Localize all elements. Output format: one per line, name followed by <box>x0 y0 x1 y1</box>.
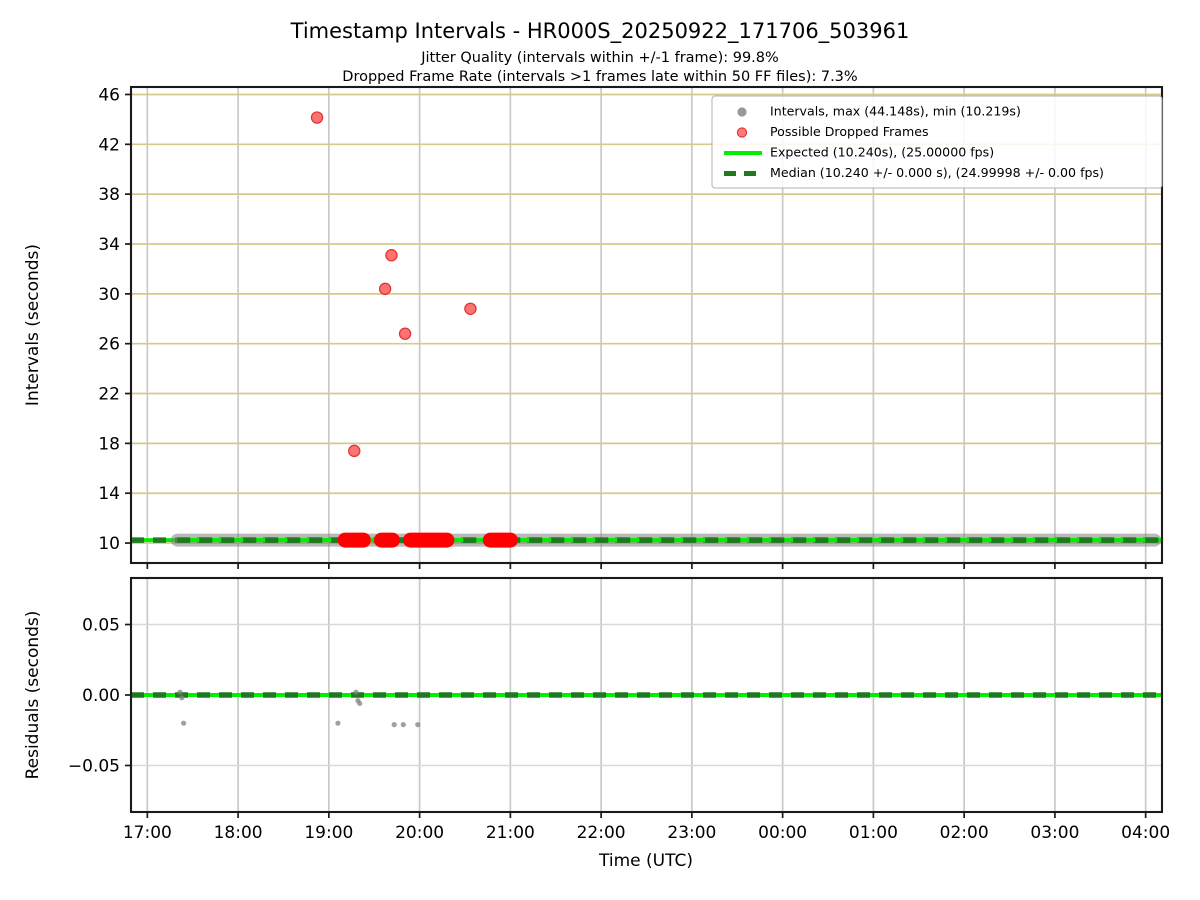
x-tick-label-00:00: 00:00 <box>758 823 807 843</box>
x-tick-label-19:00: 19:00 <box>304 823 353 843</box>
residual-point <box>181 720 187 726</box>
legend-intervals[interactable]: Intervals, max (44.148s), min (10.219s) <box>737 104 1021 119</box>
x-tick-label-03:00: 03:00 <box>1030 823 1079 843</box>
plot-legend[interactable]: Intervals, max (44.148s), min (10.219s) P… <box>711 95 1163 189</box>
residual-point <box>400 722 406 728</box>
legend-dropped-frames[interactable]: Possible Dropped Frames <box>736 124 929 139</box>
dropped-frame-point <box>310 111 324 124</box>
legend-median[interactable]: Median (10.240 +/- 0.000 s), (24.99998 +… <box>724 165 1104 180</box>
residual-point <box>391 722 397 728</box>
residual-point <box>177 689 183 695</box>
x-tick-label-04:00: 04:00 <box>1121 823 1170 843</box>
x-tick-label-22:00: 22:00 <box>577 823 626 843</box>
y-tick-label-14: 14 <box>98 484 120 504</box>
legend-label: Expected (10.240s), (25.00000 fps) <box>770 145 994 160</box>
y-axis-label: Residuals (seconds) <box>23 611 43 780</box>
residual-point <box>179 695 185 701</box>
residual-point <box>357 700 363 707</box>
x-tick-label-18:00: 18:00 <box>214 823 263 843</box>
y-tick-label-46: 46 <box>98 85 120 105</box>
legend-label: Intervals, max (44.148s), min (10.219s) <box>770 104 1021 119</box>
x-tick-label-21:00: 21:00 <box>486 823 535 843</box>
legend-label: Median (10.240 +/- 0.000 s), (24.99998 +… <box>770 165 1104 180</box>
residual-point <box>335 720 341 726</box>
x-tick-label-02:00: 02:00 <box>940 823 989 843</box>
y-tick-label-38: 38 <box>98 185 120 205</box>
x-tick-label-17:00: 17:00 <box>123 823 172 843</box>
legend-marker-circle <box>736 127 748 138</box>
y-tick-label-10: 10 <box>98 534 120 554</box>
subtitle-dropped-frame-rate: Dropped Frame Rate (intervals >1 frames … <box>342 69 857 85</box>
y-axis-label: Intervals (seconds) <box>23 244 43 406</box>
dropped-frame-point <box>385 249 398 262</box>
x-tick-label-01:00: 01:00 <box>849 823 898 843</box>
y-tick-label-0: 0.00 <box>82 686 120 706</box>
y-tick-label-26: 26 <box>98 335 120 355</box>
x-tick-label-23:00: 23:00 <box>667 823 716 843</box>
x-axis-label: Time (UTC) <box>598 851 693 871</box>
subtitle-jitter-quality: Jitter Quality (intervals within +/-1 fr… <box>420 50 779 66</box>
y-tick-label-18: 18 <box>98 434 120 454</box>
axes-frame <box>129 85 1164 565</box>
y-tick-label-22: 22 <box>98 385 120 405</box>
y-tick-label-34: 34 <box>98 235 120 255</box>
legend-label: Possible Dropped Frames <box>770 124 929 139</box>
dropped-frame-point <box>464 302 477 316</box>
y-tick-label-42: 42 <box>98 135 120 155</box>
dropped-frame-point <box>378 282 392 296</box>
legend-marker-circle <box>737 107 747 117</box>
y-tick-label-30: 30 <box>98 285 120 305</box>
dropped-frame-point <box>348 444 361 458</box>
legend-background <box>711 95 1163 189</box>
residuals-panel: −0.05 0.00 0.05 Residuals (seconds) 17:00 18:… <box>23 576 1170 843</box>
residual-point <box>353 689 359 695</box>
page-title: Timestamp Intervals - HR000S_20250922_17… <box>290 19 910 44</box>
dropped-frame-point <box>398 327 412 340</box>
residual-point <box>415 722 421 728</box>
y-tick-label--0.05: −0.05 <box>68 756 120 776</box>
y-tick-label-0.05: 0.05 <box>82 616 120 636</box>
x-tick-label-20:00: 20:00 <box>395 823 444 843</box>
legend-expected[interactable]: Expected (10.240s), (25.00000 fps) <box>724 145 994 160</box>
